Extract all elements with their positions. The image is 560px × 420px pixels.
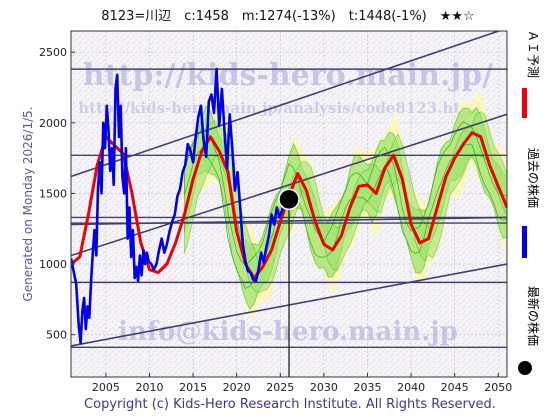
legend: ＡＩ予測 過去の株価 最新の株価 [518, 30, 541, 375]
y-tick-label-4: 2500 [39, 46, 67, 59]
chart-title: 8123=川辺 c:1458 m:1274(-13%) t:1448(-1%) … [101, 9, 474, 24]
y-tick-label-0: 500 [46, 329, 67, 342]
band-3 [183, 121, 507, 289]
x-tick-label-4: 2025 [266, 381, 294, 394]
x-tick-label-5: 2030 [310, 381, 338, 394]
trend-line-1 [71, 113, 507, 257]
x-tick-label-3: 2020 [223, 381, 251, 394]
legend-ai-label: ＡＩ予測 [526, 30, 540, 78]
x-tick-label-1: 2010 [135, 381, 163, 394]
y-tick-label-2: 1500 [39, 187, 67, 200]
x-tick-label-7: 2040 [397, 381, 425, 394]
x-tick-label-9: 2050 [484, 381, 512, 394]
x-axis: 2005 2010 2015 2020 2025 2030 2035 2040 2045 2050 [92, 373, 512, 394]
latest-marker-layer [278, 188, 300, 211]
legend-latest-label: 最新の株価 [526, 286, 541, 346]
x-tick-label-2: 2015 [179, 381, 207, 394]
y-tick-label-3: 2000 [39, 117, 67, 130]
watermark-url: http://kids-hero.main.jp/ [83, 58, 493, 93]
copyright-text: Copyright (c) Kids-Hero Research Institu… [84, 397, 496, 412]
past-price-line [71, 67, 290, 345]
legend-ai: ＡＩ予測 [522, 30, 540, 118]
x-tick-label-6: 2035 [353, 381, 381, 394]
y-tick-label-1: 1000 [39, 258, 67, 271]
watermark-layer: http://kids-hero.main.jp/ http://kids-he… [78, 58, 493, 347]
y-axis: 500 1000 1500 2000 2500 [39, 46, 75, 342]
watermark-email: info@kids-hero.main.jp [118, 317, 458, 347]
watermark-path: http://kids-hero.main.jp/analysis/code81… [78, 99, 482, 117]
legend-past: 過去の株価 [522, 148, 541, 258]
legend-past-swatch [522, 226, 527, 258]
legend-past-label: 過去の株価 [526, 148, 541, 208]
plot-frame [70, 30, 508, 378]
legend-latest-dot [518, 361, 532, 375]
generated-date-label: Generated on Monday 2026/1/5. [21, 106, 35, 301]
trend-line-0 [71, 31, 502, 178]
latest-price-marker [278, 188, 300, 211]
legend-latest: 最新の株価 [518, 286, 541, 375]
x-tick-label-0: 2005 [92, 381, 120, 394]
legend-ai-swatch [522, 88, 527, 118]
x-tick-label-8: 2045 [441, 381, 469, 394]
